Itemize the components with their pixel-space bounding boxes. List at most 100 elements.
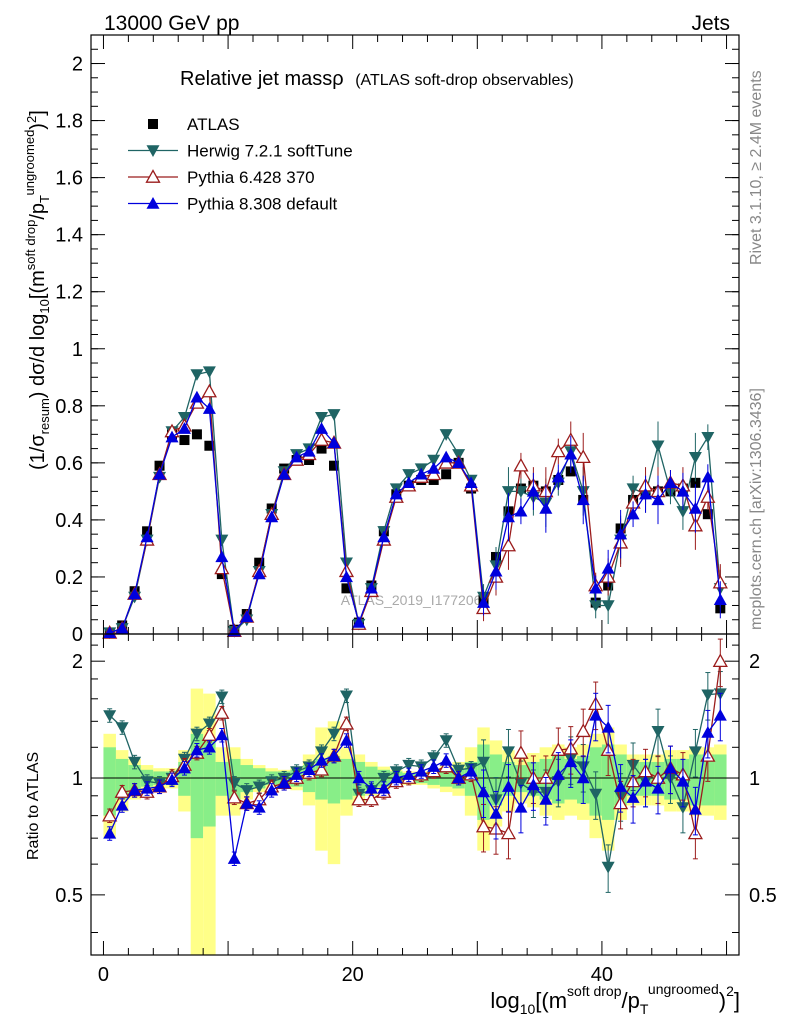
ratio-point (313, 761, 330, 776)
data-point (103, 626, 117, 639)
y-tick-label: 1.8 (55, 111, 83, 133)
data-point (165, 430, 179, 443)
ratio-point (128, 783, 142, 796)
ratio-point (202, 718, 216, 731)
legend-marker (145, 169, 161, 183)
data-point (313, 432, 330, 446)
ratio-point (489, 807, 503, 819)
data-point (154, 460, 165, 471)
ratio-point (688, 802, 702, 815)
data-point (191, 429, 202, 440)
uncertainty-band-inner (128, 765, 141, 793)
ratio-point (338, 715, 355, 730)
data-point (377, 530, 391, 543)
ratio-point (526, 778, 540, 791)
ratio-y-tick-label: 1 (72, 768, 83, 790)
uncertainty-band-inner (115, 758, 129, 800)
ratio-point (339, 733, 353, 746)
uncertainty-band-inner (340, 758, 353, 800)
ratio-point (701, 689, 715, 702)
data-point (341, 583, 352, 594)
ratio-point (177, 761, 191, 774)
ratio-point (114, 784, 130, 798)
ratio-y-tick-label: 0.5 (55, 885, 83, 907)
data-point (452, 449, 466, 461)
main-y-axis-label: (1/σresum) dσ/d log10[(msoft drop/pTungr… (22, 110, 52, 470)
data-point (316, 443, 327, 454)
data-point (651, 440, 665, 453)
y-tick-label: 2 (72, 54, 83, 76)
legend-label: ATLAS (187, 115, 240, 134)
data-point (364, 581, 378, 594)
data-point (501, 510, 515, 523)
ratio-point (477, 756, 491, 769)
plot-title-sub: (ATLAS soft-drop observables) (355, 72, 573, 89)
data-point (626, 483, 640, 496)
ratio-point (315, 753, 329, 766)
data-point (265, 510, 279, 523)
data-point (539, 501, 553, 514)
data-point (402, 469, 416, 481)
data-point (190, 369, 204, 381)
ratio-point (377, 781, 391, 794)
ratio-point (501, 780, 515, 792)
data-point (128, 587, 142, 600)
ratio-point (575, 723, 591, 738)
data-point (614, 527, 628, 540)
y-tick-label: 0.8 (55, 396, 83, 418)
ratio-point (501, 746, 515, 759)
legend-marker (148, 119, 158, 129)
ratio-point (500, 825, 517, 840)
header-process-label: Jets (691, 12, 730, 35)
legend-marker (146, 197, 160, 209)
plot-title: Relative jet massρ (ATLAS soft-drop obse… (180, 68, 574, 90)
ratio-point (240, 796, 254, 809)
ratio-point (165, 773, 179, 785)
data-point (177, 412, 191, 424)
data-point (676, 484, 690, 497)
data-point (389, 487, 403, 500)
ratio-point (290, 768, 304, 780)
legend-label: Pythia 8.308 default (187, 195, 338, 214)
ratio-point (651, 781, 665, 794)
data-point (690, 477, 701, 488)
y-tick-label: 0.2 (55, 567, 83, 589)
data-point (302, 444, 316, 457)
ratio-y-axis-label: Ratio to ATLAS (25, 752, 42, 860)
ratio-point (477, 785, 491, 798)
data-point (513, 457, 529, 472)
data-point (500, 537, 517, 552)
ratio-point (327, 749, 341, 762)
ratio-point (227, 777, 241, 790)
data-point (439, 429, 453, 441)
ratio-point (252, 781, 266, 794)
data-point (329, 460, 339, 471)
series-line (109, 370, 721, 634)
data-point (651, 493, 665, 506)
ratio-point (252, 800, 266, 813)
ratio-plot-panel: 0.5 0.51 12 20 20 40 Ratio to ATLAS (25, 633, 777, 986)
data-point (626, 507, 640, 520)
data-point (427, 462, 441, 474)
ratio-point (414, 764, 428, 777)
data-point (701, 431, 715, 444)
ratio-point (190, 728, 204, 741)
legend-label: Pythia 6.428 370 (187, 168, 315, 187)
header-collision-label: 13000 GeV pp (104, 12, 239, 35)
ratio-point (402, 759, 416, 772)
data-point (427, 454, 441, 467)
y-tick-label: 1.6 (55, 168, 83, 190)
data-point (663, 476, 677, 489)
rivet-version-label: Rivet 3.1.10, ≥ 2.4M events (748, 70, 765, 265)
data-point (214, 560, 230, 575)
ratio-point (277, 776, 291, 789)
data-point (315, 422, 329, 434)
ratio-point (102, 807, 118, 822)
ratio-point (265, 783, 279, 796)
ratio-point (688, 746, 702, 759)
uncertainty-band-inner (714, 754, 727, 806)
watermark: ATLAS_2019_I1772062 (341, 592, 490, 608)
data-point (201, 383, 217, 398)
y-tick-label: 1.4 (55, 225, 83, 247)
